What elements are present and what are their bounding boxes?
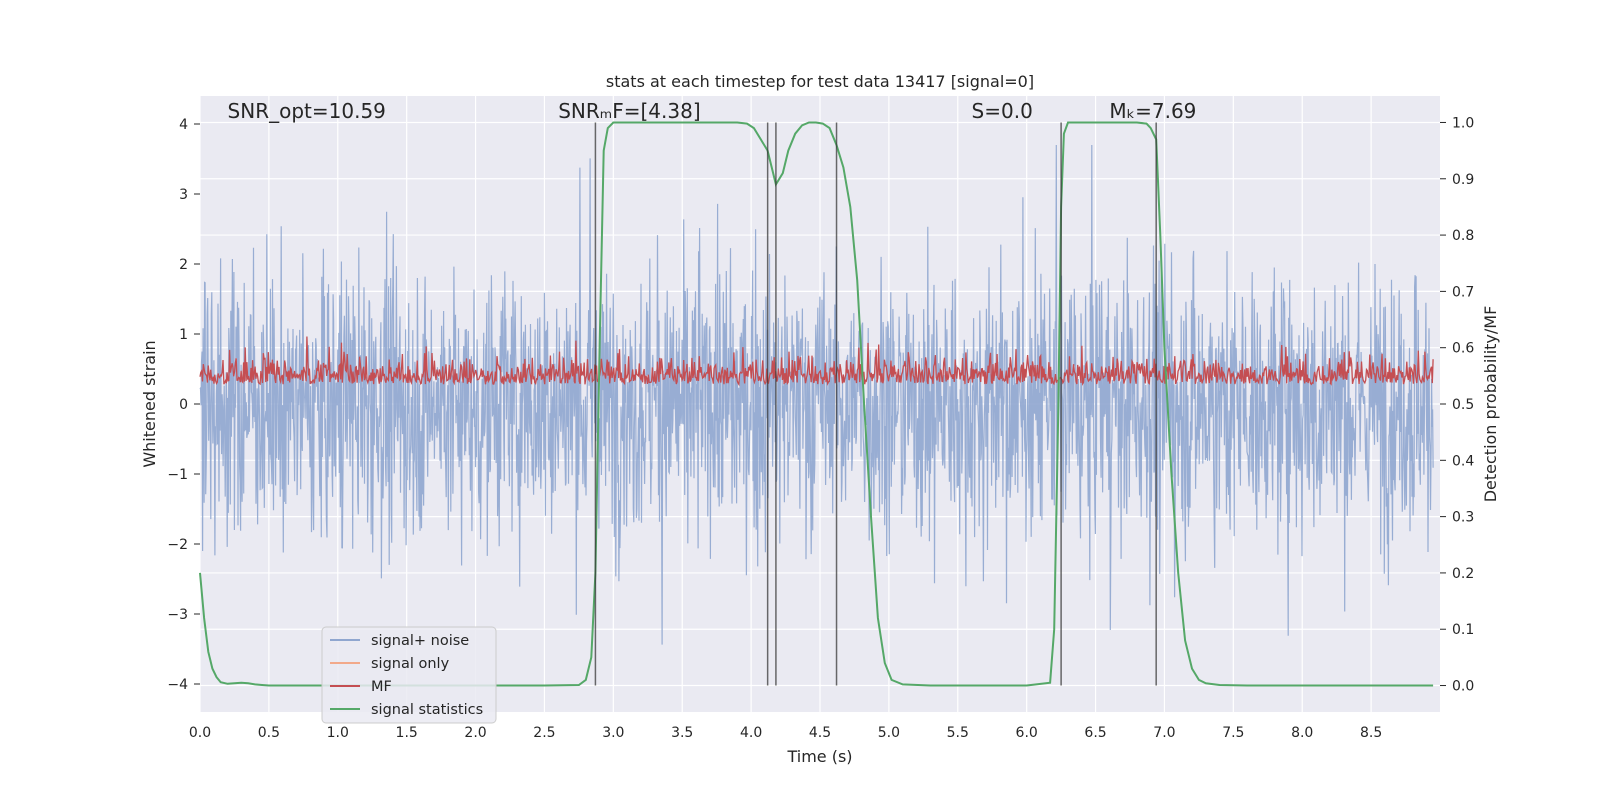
- y-right-tick-label: 0.8: [1452, 228, 1474, 244]
- y-right-tick-label: 0.7: [1452, 284, 1474, 300]
- x-tick-label: 8.0: [1291, 725, 1313, 741]
- x-tick-label: 5.0: [878, 725, 900, 741]
- y-right-axis-ticks: 0.0 0.1 0.2 0.3 0.4 0.5 0.6 0.7 0.8 0.9 1.0: [1440, 115, 1474, 695]
- legend: signal+ noise signal only MF signal stat…: [321, 626, 497, 724]
- vertical-markers: [594, 122, 1157, 686]
- y-right-tick-label: 0.2: [1452, 566, 1474, 582]
- annotation-snr-opt: SNR_opt=10.59: [228, 99, 386, 123]
- y-right-tick-label: 0.6: [1452, 341, 1474, 357]
- x-tick-label: 4.0: [740, 725, 762, 741]
- x-tick-label: 3.5: [671, 725, 693, 741]
- y-right-tick-label: 0.3: [1452, 510, 1474, 526]
- x-tick-label: 1.5: [396, 725, 418, 741]
- x-tick-label: 6.5: [1084, 725, 1106, 741]
- x-tick-label: 2.5: [533, 725, 555, 741]
- series-signal-noise: [199, 144, 1434, 645]
- x-tick-label: 3.0: [602, 725, 624, 741]
- y-right-tick-label: 1.0: [1452, 115, 1474, 131]
- y-left-tick-label: 3: [179, 187, 188, 203]
- legend-label-signal-statistics: signal statistics: [371, 702, 483, 718]
- y-left-tick-label: 0: [179, 397, 188, 413]
- annotations: SNR_opt=10.59 SNRₘF=[4.38] S=0.0 Mₖ=7.69: [228, 99, 1197, 123]
- series-signal-statistics: [199, 121, 1434, 687]
- legend-label-mf: MF: [371, 679, 392, 695]
- y-right-tick-label: 0.0: [1452, 679, 1474, 695]
- legend-frame: [321, 626, 497, 724]
- y-left-tick-label: 4: [179, 117, 188, 133]
- y-left-tick-label: 2: [179, 257, 188, 273]
- x-tick-label: 5.5: [947, 725, 969, 741]
- y-left-tick-label: 1: [179, 327, 188, 343]
- x-tick-label: 2.0: [464, 725, 486, 741]
- y-left-axis-ticks: −4 −3 −2 −1 0 1 2 3 4: [167, 117, 200, 693]
- y-left-tick-label: −2: [167, 537, 188, 553]
- y-right-axis-label: Detection probability/MF: [1481, 306, 1500, 503]
- annotation-s-value: S=0.0: [972, 99, 1033, 123]
- y-right-tick-label: 0.4: [1452, 453, 1474, 469]
- x-tick-label: 4.5: [809, 725, 831, 741]
- series-line-signal-noise: [199, 144, 1434, 645]
- x-tick-label: 7.5: [1222, 725, 1244, 741]
- x-tick-label: 1.0: [327, 725, 349, 741]
- annotation-mc-value: Mₖ=7.69: [1109, 99, 1196, 123]
- x-tick-label: 0.5: [258, 725, 280, 741]
- series-line-signal-statistics: [199, 121, 1434, 687]
- x-tick-label: 7.0: [1153, 725, 1175, 741]
- y-right-tick-label: 0.1: [1452, 622, 1474, 638]
- y-left-tick-label: −3: [167, 607, 188, 623]
- x-tick-label: 6.0: [1016, 725, 1038, 741]
- x-tick-label: 0.0: [189, 725, 211, 741]
- legend-label-signal-noise: signal+ noise: [371, 633, 469, 649]
- annotation-snr-mf: SNRₘF=[4.38]: [558, 99, 700, 123]
- y-left-tick-label: −4: [167, 677, 188, 693]
- y-right-tick-label: 0.5: [1452, 397, 1474, 413]
- y-left-tick-label: −1: [167, 467, 188, 483]
- series-line-mf: [199, 336, 1434, 387]
- x-axis-ticks: 0.0 0.5 1.0 1.5 2.0 2.5 3.0 3.5 4.0 4.5 5.0 5.5 6.0 6…: [189, 725, 1382, 741]
- chart-title: stats at each timestep for test data 134…: [606, 72, 1034, 91]
- legend-label-signal-only: signal only: [371, 656, 450, 672]
- x-axis-label: Time (s): [786, 747, 852, 766]
- x-tick-label: 8.5: [1360, 725, 1382, 741]
- series-mf: [199, 336, 1434, 387]
- y-left-axis-label: Whitened strain: [140, 340, 159, 467]
- y-right-tick-label: 0.9: [1452, 172, 1474, 188]
